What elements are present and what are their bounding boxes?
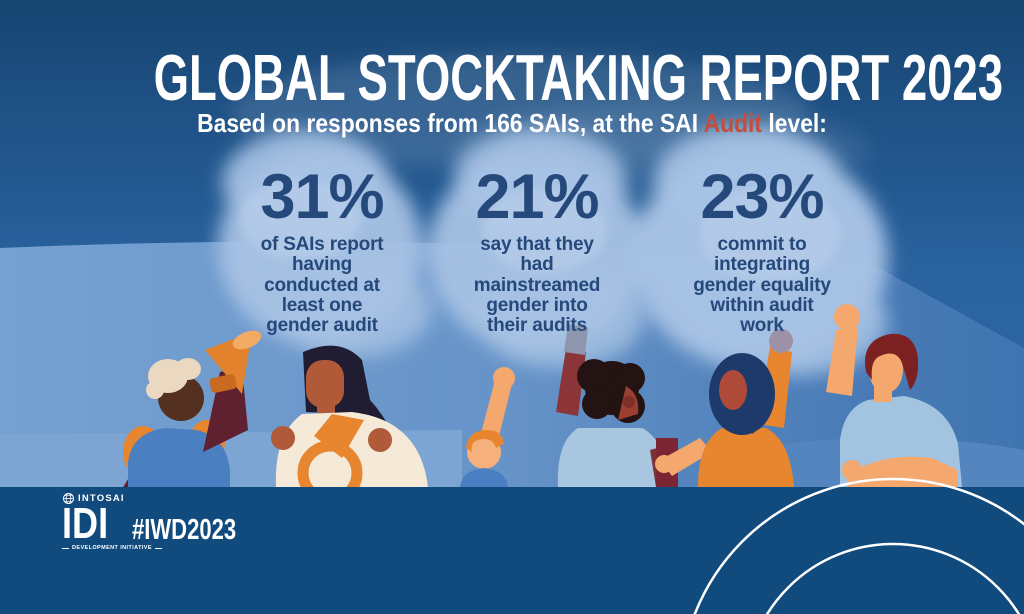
- decor-circles: [693, 477, 1024, 614]
- subtitle-suffix: level:: [762, 108, 827, 138]
- cloud-highlights: [240, 180, 840, 283]
- tagline-rule-left: [62, 547, 69, 549]
- person-long-hair: [271, 345, 428, 506]
- person-child: [460, 367, 515, 487]
- logo-org: INTOSAI: [78, 493, 125, 504]
- stat-gender-mainstreamed: 21% say that they had mainstreamed gende…: [437, 166, 637, 337]
- hashtag: #IWD2023: [132, 514, 237, 546]
- stat-value: 23%: [700, 162, 824, 232]
- tagline-text: DEVELOPMENT INITIATIVE: [72, 545, 152, 552]
- subtitle-highlight: Audit: [703, 108, 763, 138]
- stat-gender-audits-conducted: 31% of SAIs report having conducted at l…: [222, 166, 422, 337]
- subtitle-prefix: Based on responses from 166 SAIs, at the…: [197, 108, 704, 138]
- logo-abbr: IDI: [62, 499, 109, 548]
- stat-description: say that they had mainstreamed gender in…: [473, 234, 601, 337]
- stat-description: of SAIs report having conducted at least…: [260, 234, 384, 337]
- globe-icon: [63, 493, 74, 504]
- stat-value: 21%: [475, 162, 599, 232]
- stat-value: 31%: [260, 162, 384, 232]
- person-raised-fist: [556, 324, 678, 487]
- tagline-rule-right: [154, 547, 162, 549]
- logo-tagline: DEVELOPMENT INITIATIVE: [62, 545, 162, 551]
- poster-title: GLOBAL STOCKTAKING REPORT 2023: [153, 41, 1004, 114]
- person-hijab: [655, 329, 794, 488]
- stat-commit-integrating: 23% commit to integrating gender equalit…: [656, 166, 868, 337]
- megaphone-icon: [205, 330, 262, 394]
- stat-description: commit to integrating gender equality wi…: [693, 234, 831, 337]
- person-megaphone: [110, 330, 262, 512]
- idi-logo: INTOSAI IDI DEVELOPMENT INITIATIVE: [62, 492, 162, 551]
- poster-subtitle: Based on responses from 166 SAIs, at the…: [61, 108, 962, 139]
- person-waving: [826, 304, 962, 487]
